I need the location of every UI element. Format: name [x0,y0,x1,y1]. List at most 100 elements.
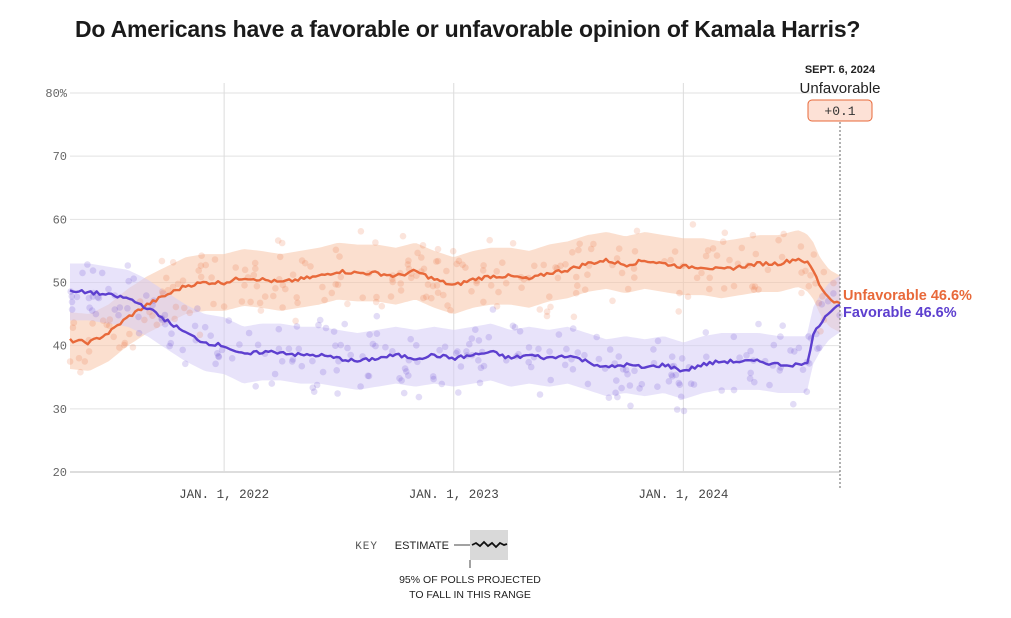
poll-dot-unfavorable [197,262,205,270]
poll-dot-favorable [310,388,318,396]
poll-dot-favorable [429,373,437,380]
poll-dot-unfavorable [487,282,495,289]
poll-dot-unfavorable [590,240,597,248]
poll-dot-unfavorable [238,298,246,305]
poll-dot-unfavorable [613,255,621,262]
poll-dot-unfavorable [581,286,589,294]
poll-dot-favorable [315,321,322,329]
poll-dot-unfavorable [704,247,712,254]
poll-dot-favorable [124,305,131,312]
y-tick-label: 70 [53,150,67,164]
poll-dot-favorable [606,346,614,353]
poll-dot-unfavorable [557,262,564,270]
poll-dot-unfavorable [307,263,314,270]
trend-lines [69,257,841,373]
poll-dot-favorable [207,332,214,340]
poll-dot-unfavorable [420,294,427,302]
poll-dot-unfavorable [106,322,113,330]
poll-dot-unfavorable [554,274,562,282]
poll-dot-unfavorable [141,316,148,324]
poll-dot-favorable [777,333,784,340]
poll-dot-unfavorable [419,242,427,249]
poll-dot-unfavorable [667,256,674,264]
poll-dot-favorable [627,402,634,410]
poll-dot-unfavorable [493,303,501,310]
poll-dot-favorable [330,328,338,335]
poll-dot-unfavorable [106,316,114,323]
poll-dot-unfavorable [575,246,582,254]
poll-dot-favorable [288,358,296,365]
poll-dot-favorable [105,285,112,293]
poll-dot-unfavorable [713,252,721,259]
poll-dot-favorable [614,393,621,401]
poll-dot-favorable [511,324,519,331]
poll-dot-unfavorable [810,251,818,258]
poll-dot-unfavorable [336,253,343,260]
poll-dot-favorable [830,290,837,297]
band-unfavorable [70,230,840,371]
poll-dot-favorable [489,306,497,313]
poll-dot-favorable [536,391,544,398]
poll-dot-unfavorable [378,302,386,310]
key-range-note-line2: TO FALL IN THIS RANGE [409,589,531,601]
poll-dot-favorable [747,369,754,377]
poll-dot-unfavorable [720,285,728,292]
poll-dot-unfavorable [543,308,551,316]
poll-dot-favorable [405,372,412,379]
poll-dot-unfavorable [211,256,219,263]
poll-dot-unfavorable [552,264,559,271]
poll-dot-favorable [86,304,93,312]
y-tick-label: 40 [53,340,67,354]
poll-dot-unfavorable [289,271,297,279]
band-favorable [70,263,840,400]
poll-dot-unfavorable [615,245,623,252]
poll-dot-unfavorable [272,285,279,292]
poll-dot-favorable [626,382,634,389]
poll-dot-unfavorable [404,261,412,268]
poll-dot-favorable [636,385,643,392]
poll-dot-favorable [799,366,807,374]
x-axis: JAN. 1, 2022 JAN. 1, 2023 JAN. 1, 2024 [179,488,728,502]
poll-dot-favorable [650,346,657,353]
poll-dot-favorable [638,380,646,388]
poll-dot-unfavorable [468,288,475,295]
line-favorable [69,289,841,373]
poll-dot-unfavorable [241,282,248,289]
poll-dot-favorable [766,381,773,389]
poll-dot-unfavorable [752,250,760,258]
poll-dot-unfavorable [186,309,193,317]
poll-dot-unfavorable [387,293,395,300]
poll-dot-unfavorable [252,265,259,273]
poll-dot-favorable [298,362,306,370]
poll-dot-unfavorable [172,303,180,311]
marker-difference-value: +0.1 [824,104,855,119]
poll-dot-favorable [228,355,236,362]
poll-dot-favorable [595,355,603,363]
poll-dot-unfavorable [278,239,286,247]
poll-dot-unfavorable [253,282,261,290]
poll-dot-favorable [569,366,577,373]
date-marker: SEPT. 6, 2024 Unfavorable +0.1 [800,64,880,490]
poll-dot-favorable [581,351,588,359]
poll-dot-unfavorable [164,286,172,294]
poll-dot-favorable [790,400,797,408]
poll-dot-unfavorable [473,279,480,287]
poll-dot-favorable [463,348,470,355]
poll-dot-favorable [476,379,484,387]
y-tick-label: 80% [45,87,67,101]
poll-dot-unfavorable [671,248,679,255]
poll-dot-favorable [475,337,483,344]
poll-dot-unfavorable [609,297,616,305]
poll-dot-favorable [364,372,372,380]
poll-dot-favorable [622,366,630,374]
poll-dot-favorable [194,305,201,312]
poll-dot-favorable [79,269,86,277]
poll-dot-favorable [703,353,710,361]
poll-dot-favorable [214,350,221,357]
poll-dot-favorable [654,383,661,391]
poll-dot-favorable [624,370,631,378]
poll-dot-favorable [316,316,324,324]
poll-dot-unfavorable [486,236,494,244]
poll-dot-unfavorable [706,285,713,293]
poll-dot-favorable [167,339,175,347]
